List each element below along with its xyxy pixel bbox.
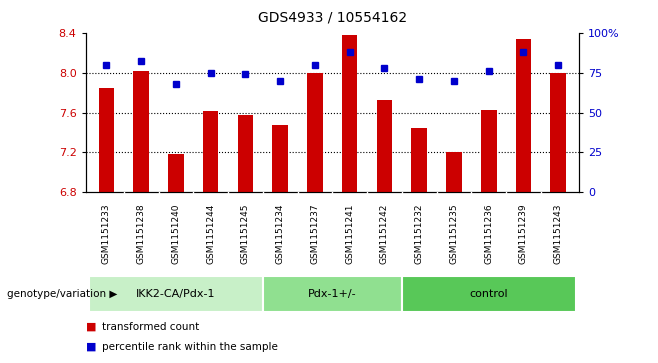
- Text: GSM1151237: GSM1151237: [311, 204, 319, 265]
- Bar: [342, 34, 357, 192]
- Bar: [272, 125, 288, 192]
- Text: GSM1151242: GSM1151242: [380, 204, 389, 264]
- Text: Pdx-1+/-: Pdx-1+/-: [308, 289, 357, 299]
- Text: GSM1151238: GSM1151238: [137, 204, 145, 265]
- Bar: [168, 155, 184, 192]
- Text: ■: ■: [86, 322, 96, 332]
- Text: genotype/variation ▶: genotype/variation ▶: [7, 289, 117, 299]
- Bar: [307, 73, 322, 192]
- Bar: [550, 73, 566, 192]
- Text: GSM1151236: GSM1151236: [484, 204, 494, 265]
- Bar: [134, 71, 149, 192]
- Text: GSM1151235: GSM1151235: [449, 204, 459, 265]
- Bar: [376, 99, 392, 192]
- Text: GSM1151241: GSM1151241: [345, 204, 354, 264]
- Text: percentile rank within the sample: percentile rank within the sample: [102, 342, 278, 352]
- Text: control: control: [469, 289, 508, 299]
- Bar: [89, 276, 263, 312]
- Text: GSM1151232: GSM1151232: [415, 204, 424, 264]
- Bar: [411, 127, 427, 192]
- Text: GSM1151239: GSM1151239: [519, 204, 528, 265]
- Bar: [238, 115, 253, 192]
- Text: GDS4933 / 10554162: GDS4933 / 10554162: [258, 11, 407, 25]
- Bar: [516, 39, 531, 192]
- Bar: [481, 110, 497, 192]
- Bar: [446, 152, 462, 192]
- Bar: [99, 87, 114, 192]
- Bar: [203, 110, 218, 192]
- Text: GSM1151244: GSM1151244: [206, 204, 215, 264]
- Text: GSM1151243: GSM1151243: [553, 204, 563, 264]
- Text: ■: ■: [86, 342, 96, 352]
- Text: GSM1151233: GSM1151233: [102, 204, 111, 265]
- Text: GSM1151234: GSM1151234: [276, 204, 285, 264]
- Text: GSM1151245: GSM1151245: [241, 204, 250, 264]
- Bar: [402, 276, 576, 312]
- Bar: [263, 276, 402, 312]
- Text: IKK2-CA/Pdx-1: IKK2-CA/Pdx-1: [136, 289, 216, 299]
- Text: GSM1151240: GSM1151240: [171, 204, 180, 264]
- Text: transformed count: transformed count: [102, 322, 199, 332]
